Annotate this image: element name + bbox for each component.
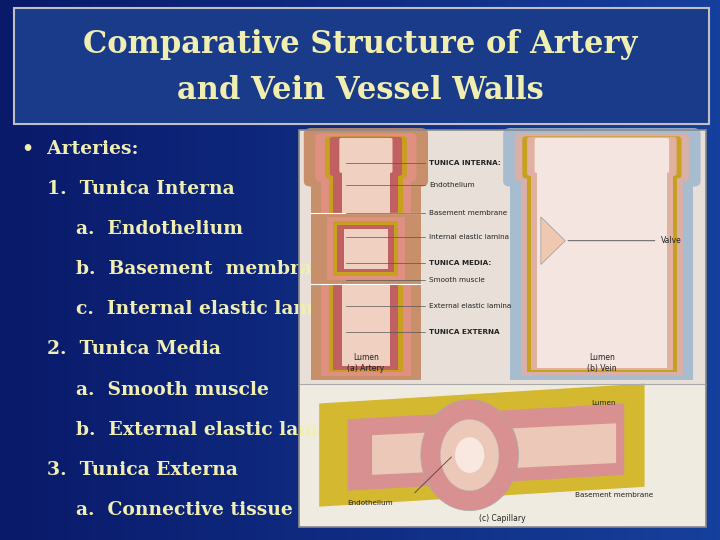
FancyBboxPatch shape bbox=[315, 133, 416, 181]
FancyBboxPatch shape bbox=[535, 138, 669, 173]
FancyBboxPatch shape bbox=[522, 136, 681, 179]
Ellipse shape bbox=[441, 420, 499, 491]
Bar bbox=[329, 141, 402, 372]
Bar bbox=[338, 225, 395, 273]
Text: a.  Endothelium: a. Endothelium bbox=[76, 220, 243, 238]
Text: TUNICA INTERNA:: TUNICA INTERNA: bbox=[429, 160, 500, 166]
Bar bbox=[521, 141, 683, 376]
Text: a.  Smooth muscle: a. Smooth muscle bbox=[76, 381, 269, 399]
FancyBboxPatch shape bbox=[515, 133, 689, 181]
Bar bbox=[333, 141, 398, 370]
Bar bbox=[537, 141, 667, 368]
FancyBboxPatch shape bbox=[527, 137, 677, 176]
Text: 2.  Tunica Media: 2. Tunica Media bbox=[47, 341, 220, 359]
Ellipse shape bbox=[455, 437, 485, 473]
Text: 3.  Tunica Externa: 3. Tunica Externa bbox=[47, 461, 238, 479]
Text: b.  External elastic lamina: b. External elastic lamina bbox=[76, 421, 351, 439]
Polygon shape bbox=[348, 403, 624, 491]
Ellipse shape bbox=[420, 400, 518, 511]
Text: b.  Basement  membrane: b. Basement membrane bbox=[76, 260, 337, 278]
Text: c.  Internal elastic lamina: c. Internal elastic lamina bbox=[76, 300, 346, 318]
Bar bbox=[333, 221, 398, 276]
Text: Basement membrane: Basement membrane bbox=[575, 492, 654, 498]
Text: •  Arteries:: • Arteries: bbox=[22, 139, 138, 158]
Bar bbox=[328, 217, 405, 280]
Bar bbox=[321, 141, 410, 376]
Text: Lumen: Lumen bbox=[592, 401, 616, 407]
Text: Endothelium: Endothelium bbox=[429, 182, 474, 188]
Text: 1.  Tunica Interna: 1. Tunica Interna bbox=[47, 180, 235, 198]
Polygon shape bbox=[319, 383, 644, 507]
Bar bbox=[510, 141, 693, 380]
FancyBboxPatch shape bbox=[339, 138, 392, 173]
Bar bbox=[319, 213, 413, 285]
Text: a.  Connective tissue: a. Connective tissue bbox=[76, 501, 292, 519]
Bar bbox=[531, 141, 673, 370]
Bar bbox=[526, 141, 677, 372]
Text: TUNICA EXTERNA: TUNICA EXTERNA bbox=[429, 329, 500, 335]
FancyBboxPatch shape bbox=[14, 8, 709, 124]
Text: Lumen
(b) Vein: Lumen (b) Vein bbox=[587, 353, 616, 373]
Text: Comparative Structure of Artery: Comparative Structure of Artery bbox=[83, 29, 637, 60]
Text: TUNICA MEDIA:: TUNICA MEDIA: bbox=[429, 260, 491, 266]
Bar bbox=[341, 141, 390, 366]
Bar bbox=[311, 141, 420, 380]
FancyBboxPatch shape bbox=[330, 137, 402, 176]
Bar bbox=[299, 383, 706, 526]
Text: and Vein Vessel Walls: and Vein Vessel Walls bbox=[176, 75, 544, 106]
Text: External elastic lamina: External elastic lamina bbox=[429, 303, 511, 309]
FancyBboxPatch shape bbox=[304, 128, 428, 187]
FancyBboxPatch shape bbox=[325, 136, 407, 179]
Text: Internal elastic lamina: Internal elastic lamina bbox=[429, 234, 509, 240]
Text: Smooth muscle: Smooth muscle bbox=[429, 278, 485, 284]
Bar bbox=[299, 130, 706, 383]
Text: (c) Capillary: (c) Capillary bbox=[479, 514, 526, 523]
Text: Endothelium: Endothelium bbox=[348, 500, 393, 505]
Bar bbox=[299, 130, 706, 526]
Text: Valve: Valve bbox=[568, 236, 681, 245]
FancyBboxPatch shape bbox=[503, 128, 701, 187]
Polygon shape bbox=[372, 423, 616, 475]
Bar bbox=[343, 229, 388, 268]
Text: Basement membrane: Basement membrane bbox=[429, 210, 507, 216]
Text: Lumen
(a) Artery: Lumen (a) Artery bbox=[347, 353, 384, 373]
PathPatch shape bbox=[541, 217, 565, 265]
